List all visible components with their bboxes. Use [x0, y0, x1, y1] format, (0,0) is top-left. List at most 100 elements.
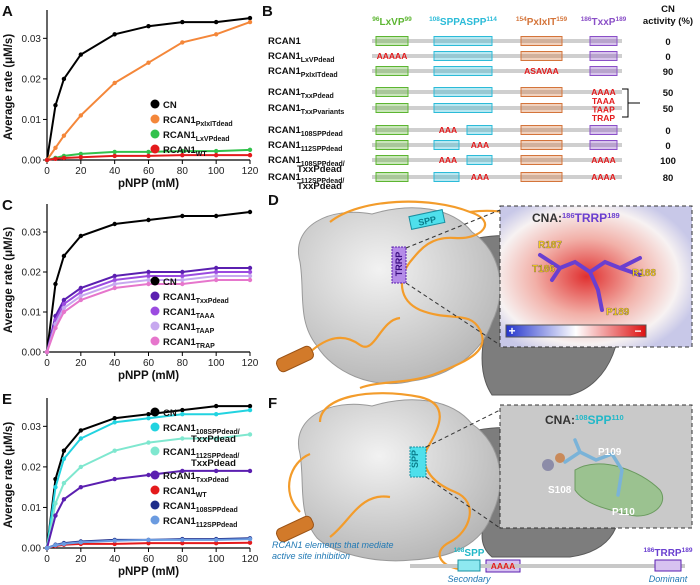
data-point: [213, 213, 219, 219]
data-point: [78, 154, 84, 160]
data-point: [44, 545, 50, 551]
row-name-part: 112SPPdead: [301, 146, 343, 153]
data-point: [247, 15, 253, 21]
x-tick-label: 100: [208, 166, 225, 177]
domain-box: [520, 51, 563, 61]
domain-header-part: 99: [405, 16, 413, 23]
mutation: AAA: [439, 125, 457, 135]
data-point: [146, 23, 151, 29]
data-point: [112, 476, 117, 482]
x-tick-label: 40: [109, 554, 121, 565]
data-point: [44, 157, 50, 163]
data-point: [61, 456, 67, 461]
domain-box: [520, 87, 563, 97]
data-point: [53, 156, 58, 161]
legend-marker: [150, 306, 160, 316]
data-point: [61, 305, 67, 311]
legend-label-part: PxIxITdead: [196, 121, 233, 128]
domain-box: [375, 140, 409, 150]
data-point: [78, 428, 84, 433]
domain-header-part: 186: [581, 16, 592, 23]
data-point: [213, 537, 219, 543]
data-point: [112, 153, 117, 159]
data-point: [53, 484, 58, 490]
data-point: [180, 213, 185, 219]
data-point: [112, 538, 117, 543]
data-point: [146, 277, 151, 283]
data-point: [112, 277, 117, 283]
inset-title-part: CNA:: [545, 413, 575, 427]
legend-label: CN: [163, 100, 177, 111]
data-point: [247, 19, 253, 25]
backbone: [372, 69, 622, 73]
inset-title: CNA:186TRRP189: [532, 211, 620, 225]
x-tick-label: 40: [109, 166, 121, 177]
x-axis-label: pNPP (mM): [118, 370, 179, 382]
colorbar-label: +: [508, 324, 515, 338]
residue-label: P110: [612, 507, 635, 518]
colorbar: [505, 324, 647, 338]
data-point: [247, 536, 253, 542]
inset-title-part: 108: [575, 413, 588, 422]
data-point: [78, 289, 84, 295]
residue-label: S108: [548, 485, 572, 496]
legend-label-part: CN: [163, 100, 177, 111]
legend-marker: [150, 470, 160, 480]
legend-label-part: RCAN1: [163, 130, 196, 141]
legend-label-part: RCAN1: [163, 447, 196, 458]
legend-marker: [150, 515, 160, 525]
data-point: [213, 411, 219, 417]
domain-box: [520, 172, 563, 182]
data-point: [112, 285, 117, 291]
row-name-part: TxxPvariants: [301, 109, 345, 116]
mutation: TAAA: [592, 96, 615, 106]
legend-marker: [150, 336, 160, 346]
domain-box: [520, 36, 563, 46]
domain-box: [433, 103, 493, 113]
activity-header: CN: [661, 4, 675, 15]
x-tick-label: 0: [44, 166, 50, 177]
legend-label: CN: [163, 277, 177, 288]
box-label: AAAA: [491, 561, 516, 571]
domain-box: [433, 140, 460, 150]
data-point: [180, 411, 185, 417]
domain-box: [433, 66, 493, 76]
domain-box: [375, 125, 409, 135]
data-point: [61, 297, 67, 303]
legend-label-part: LxVPdead: [196, 136, 230, 143]
residue-label: T186: [532, 264, 555, 275]
element-label-part: 186: [644, 547, 655, 554]
data-point: [78, 464, 84, 470]
peptide-sticks: [538, 253, 642, 312]
data-point: [180, 407, 185, 413]
x-tick-label: 80: [177, 358, 189, 369]
activity: 50: [663, 104, 674, 115]
data-point: [53, 103, 58, 108]
data-point: [180, 148, 185, 154]
row-name: RCAN1108SPPdead/: [268, 155, 345, 168]
element-label-part: TRRP: [654, 548, 682, 559]
legend-label-part: RCAN1: [163, 145, 196, 156]
row-name: RCAN1112SPPdead: [268, 140, 342, 153]
spp-box: [409, 446, 427, 478]
x-tick-label: 100: [208, 554, 225, 565]
data-point: [146, 153, 151, 159]
data-point: [146, 149, 151, 155]
legend-marker: [150, 129, 160, 139]
legend-label-part: RCAN1: [163, 516, 196, 527]
data-point: [146, 269, 151, 275]
data-point: [61, 448, 67, 453]
x-axis-label: pNPP (mM): [118, 178, 179, 190]
data-point: [247, 269, 253, 275]
data-point: [247, 147, 253, 153]
data-point: [78, 293, 84, 299]
data-point: [112, 448, 117, 453]
legend-marker: [150, 500, 160, 510]
data-point: [146, 411, 151, 417]
x-tick-label: 20: [75, 358, 87, 369]
row-name-sub: TxxPdead: [297, 181, 342, 192]
activity-header: activity (%): [643, 16, 693, 27]
row-name-part: RCAN1: [268, 172, 301, 183]
panel-label: B: [262, 3, 273, 20]
data-point: [112, 416, 117, 421]
